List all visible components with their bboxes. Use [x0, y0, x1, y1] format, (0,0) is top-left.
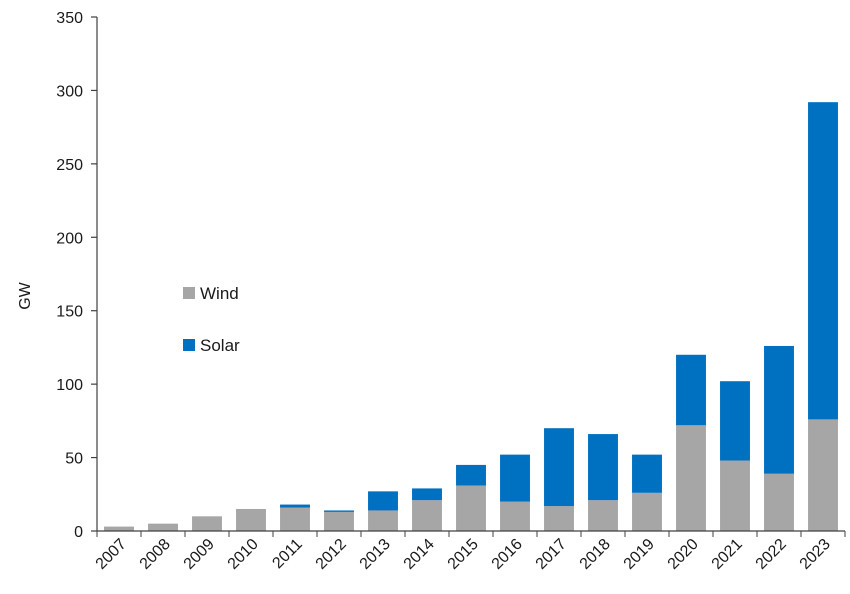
- legend-label-wind: Wind: [200, 284, 239, 303]
- x-tick-label: 2021: [709, 536, 746, 573]
- bar-solar-2022: [764, 345, 794, 474]
- x-tick-label: 2007: [93, 536, 130, 573]
- legend: Wind Solar: [183, 284, 240, 355]
- bars: [104, 102, 838, 531]
- y-axis: 0 50 100 150 200 250 300 350: [56, 10, 98, 541]
- legend-swatch-wind: [183, 287, 195, 299]
- bar-wind-2021: [720, 460, 750, 531]
- y-tick-label: 0: [74, 524, 83, 541]
- bar-wind-2009: [192, 516, 222, 531]
- bar-solar-2016: [500, 454, 530, 502]
- y-tick-label: 350: [56, 10, 83, 27]
- bar-wind-2013: [368, 510, 398, 531]
- bar-solar-2019: [632, 454, 662, 493]
- bar-wind-2010: [236, 508, 266, 531]
- bar-wind-2014: [412, 500, 442, 531]
- x-tick-label: 2020: [665, 536, 702, 573]
- y-tick-label: 300: [56, 83, 83, 100]
- bar-wind-2016: [500, 501, 530, 531]
- x-tick-label: 2012: [313, 536, 350, 573]
- x-tick-label: 2013: [357, 536, 394, 573]
- bar-solar-2015: [456, 464, 486, 486]
- x-axis: 2007 2008 2009 2010 2011 2012 2013 2014 2015 2016…: [93, 530, 846, 573]
- bar-wind-2022: [764, 473, 794, 531]
- bar-solar-2023: [808, 102, 838, 420]
- bar-solar-2018: [588, 434, 618, 501]
- y-tick-label: 50: [65, 451, 83, 468]
- x-tick-label: 2015: [445, 536, 482, 573]
- x-tick-label: 2023: [797, 536, 834, 573]
- x-tick-label: 2016: [489, 536, 526, 573]
- x-tick-label: 2010: [225, 536, 262, 573]
- bar-wind-2017: [544, 506, 574, 531]
- bar-solar-2011: [280, 504, 310, 508]
- x-tick-label: 2019: [621, 536, 658, 573]
- bar-wind-2020: [676, 425, 706, 531]
- y-tick-label: 150: [56, 304, 83, 321]
- legend-label-solar: Solar: [200, 336, 240, 355]
- x-tick-label: 2011: [269, 536, 305, 572]
- bar-solar-2020: [676, 354, 706, 426]
- y-tick-label: 200: [56, 230, 83, 247]
- x-tick-label: 2018: [577, 536, 614, 573]
- bar-wind-2008: [148, 523, 178, 531]
- x-tick-label: 2008: [137, 536, 174, 573]
- bar-solar-2012: [324, 510, 354, 512]
- bar-wind-2023: [808, 419, 838, 531]
- x-tick-label: 2009: [181, 536, 218, 573]
- bar-wind-2015: [456, 485, 486, 531]
- bar-wind-2007: [104, 526, 134, 531]
- bar-wind-2012: [324, 511, 354, 531]
- bar-wind-2018: [588, 500, 618, 531]
- bar-solar-2014: [412, 488, 442, 501]
- y-tick-label: 100: [56, 377, 83, 394]
- legend-swatch-solar: [183, 339, 195, 351]
- y-axis-label: GW: [17, 281, 34, 309]
- x-tick-label: 2017: [533, 536, 570, 573]
- bar-solar-2017: [544, 428, 574, 507]
- bar-wind-2011: [280, 507, 310, 531]
- bar-solar-2013: [368, 491, 398, 511]
- x-tick-label: 2022: [753, 536, 790, 573]
- x-tick-label: 2014: [401, 536, 438, 573]
- bar-solar-2021: [720, 381, 750, 461]
- bar-wind-2019: [632, 492, 662, 531]
- y-tick-label: 250: [56, 157, 83, 174]
